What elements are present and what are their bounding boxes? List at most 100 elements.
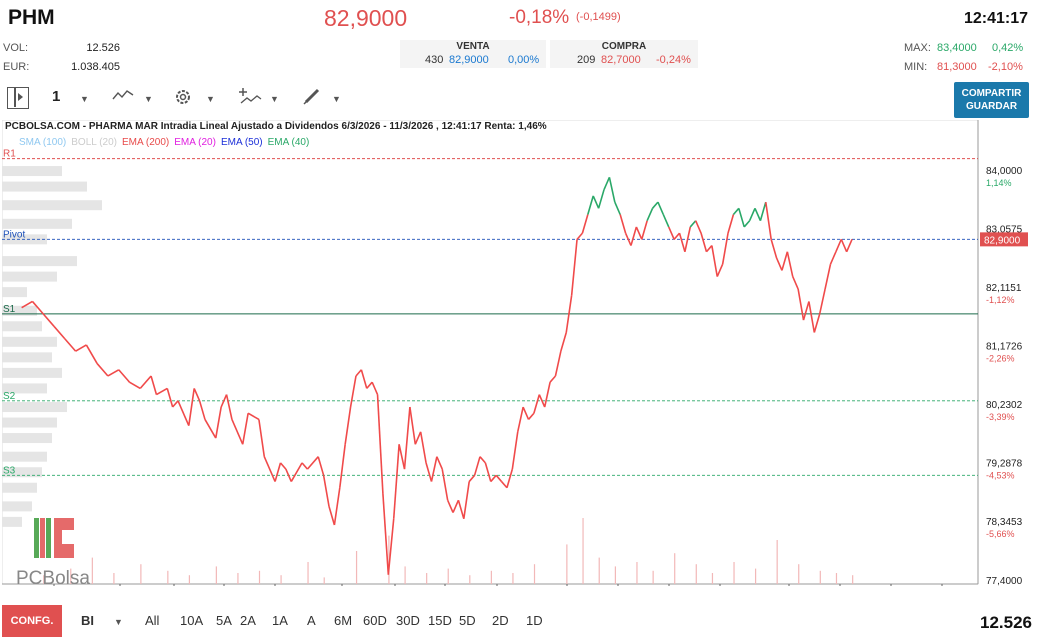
level-label-s1: S1 (3, 304, 16, 315)
price-segment (344, 406, 352, 445)
price-chart[interactable]: R1 Pivot S1 S2 S3 84,0000 1,14% 83,0575 82,1151-… (1, 119, 1032, 600)
period-button[interactable]: 1D (526, 613, 543, 628)
indicators-chevron-icon[interactable]: ▼ (270, 94, 279, 104)
volume-profile-bar (2, 383, 47, 394)
volume-bar (852, 575, 854, 584)
price-segment (355, 369, 362, 377)
volume-bar (798, 564, 800, 584)
volume-profile-bar (2, 352, 52, 363)
indicator-label[interactable]: EMA (200) (122, 137, 170, 148)
chart-canvas[interactable]: R1PivotS1S2S384,00001,14%83,057582,1151-… (1, 119, 1032, 600)
price-segment (570, 239, 578, 296)
period-button[interactable]: 2A (240, 613, 256, 628)
price-segment (150, 375, 158, 395)
volume-profile-bar (2, 218, 72, 229)
price-segment (198, 400, 206, 420)
period-button[interactable]: 1A (272, 613, 288, 628)
price-segment (31, 300, 44, 315)
min-pct: -2,10% (988, 61, 1023, 73)
interval-selector[interactable]: 1 (52, 88, 61, 105)
settings-gear-icon[interactable] (172, 86, 194, 113)
chart-type-chevron-icon[interactable]: ▼ (144, 94, 153, 104)
price-segment (700, 232, 708, 252)
price-segment (441, 468, 449, 501)
draw-chevron-icon[interactable]: ▼ (332, 94, 341, 104)
price-segment (619, 214, 627, 234)
price-segment (392, 444, 400, 519)
logo-mark (40, 518, 45, 558)
volume-bar (426, 573, 428, 584)
change-absolute: (-0,1499) (576, 11, 621, 23)
y-tick-pct: -2,26% (986, 354, 1015, 364)
volume-bar (819, 570, 821, 584)
period-button[interactable]: 15D (428, 613, 452, 628)
logo-text: PCBolsa (16, 568, 90, 586)
price-segment (64, 338, 77, 352)
price-segment (764, 201, 772, 240)
price-segment (166, 388, 174, 408)
period-button[interactable]: 30D (396, 613, 420, 628)
price-segment (667, 226, 675, 240)
sell-qty: 430 (425, 54, 444, 66)
settings-chevron-icon[interactable]: ▼ (206, 94, 215, 104)
volume-bar (113, 573, 115, 584)
panel-toggle-icon[interactable] (7, 87, 29, 109)
max-label: MAX: (904, 42, 931, 54)
period-button[interactable]: 10A (180, 613, 204, 628)
y-tick-label: 84,0000 (986, 166, 1023, 177)
price-segment (258, 419, 266, 457)
period-button[interactable]: 5D (459, 613, 476, 628)
bi-chevron-icon[interactable]: ▼ (114, 617, 123, 627)
period-button[interactable]: A (307, 613, 316, 628)
price-segment (366, 381, 373, 389)
indicators-icon[interactable] (238, 86, 262, 111)
interval-chevron-icon[interactable]: ▼ (80, 94, 89, 104)
indicator-label[interactable]: EMA (50) (220, 137, 263, 148)
price-segment (376, 394, 384, 495)
indicator-label[interactable]: SMA (100) (19, 137, 67, 148)
buy-pct: -0,24% (656, 54, 691, 66)
price-segment (290, 462, 303, 482)
price-segment (360, 369, 368, 389)
level-label-s2: S2 (3, 391, 16, 402)
price-segment (500, 481, 508, 489)
price-segment (446, 499, 454, 513)
indicator-label[interactable]: BOLL (20) (71, 137, 118, 148)
price-segment (614, 201, 621, 215)
period-button[interactable]: 2D (492, 613, 509, 628)
price-segment (587, 195, 594, 215)
price-segment (425, 462, 433, 482)
period-button[interactable]: 6M (334, 613, 353, 628)
volume-bar (70, 568, 72, 584)
bi-selector[interactable]: BI (81, 613, 94, 628)
volume-bar (140, 564, 142, 584)
draw-pencil-icon[interactable] (302, 86, 324, 111)
price-segment (673, 232, 681, 240)
price-segment (490, 474, 497, 483)
share-save-button[interactable]: COMPARTIR GUARDAR (954, 82, 1029, 118)
price-segment (511, 431, 519, 470)
price-segment (738, 208, 745, 228)
indicator-label[interactable]: EMA (40) (267, 137, 310, 148)
period-button[interactable]: All (145, 613, 160, 628)
volume-bar (835, 573, 838, 584)
price-segment (96, 363, 109, 377)
price-segment (657, 201, 665, 215)
min-label: MIN: (904, 61, 928, 73)
current-price-tag (980, 232, 1028, 247)
period-button[interactable]: 60D (363, 613, 387, 628)
price-segment (301, 462, 309, 470)
price-segment (835, 239, 843, 253)
logo-mark (62, 530, 74, 544)
volume-bar (404, 566, 406, 584)
volume-profile-bar (2, 467, 42, 478)
line-chart-icon[interactable] (112, 86, 134, 109)
indicator-label[interactable]: EMA (20) (174, 137, 216, 148)
price-segment (382, 493, 390, 575)
period-button[interactable]: 5A (216, 613, 232, 628)
price-segment (430, 456, 438, 482)
config-button[interactable]: CONFG. (2, 605, 62, 637)
price-segment (603, 176, 611, 190)
sell-price: 82,9000 (449, 54, 489, 66)
min-price: 81,3000 (937, 61, 977, 73)
